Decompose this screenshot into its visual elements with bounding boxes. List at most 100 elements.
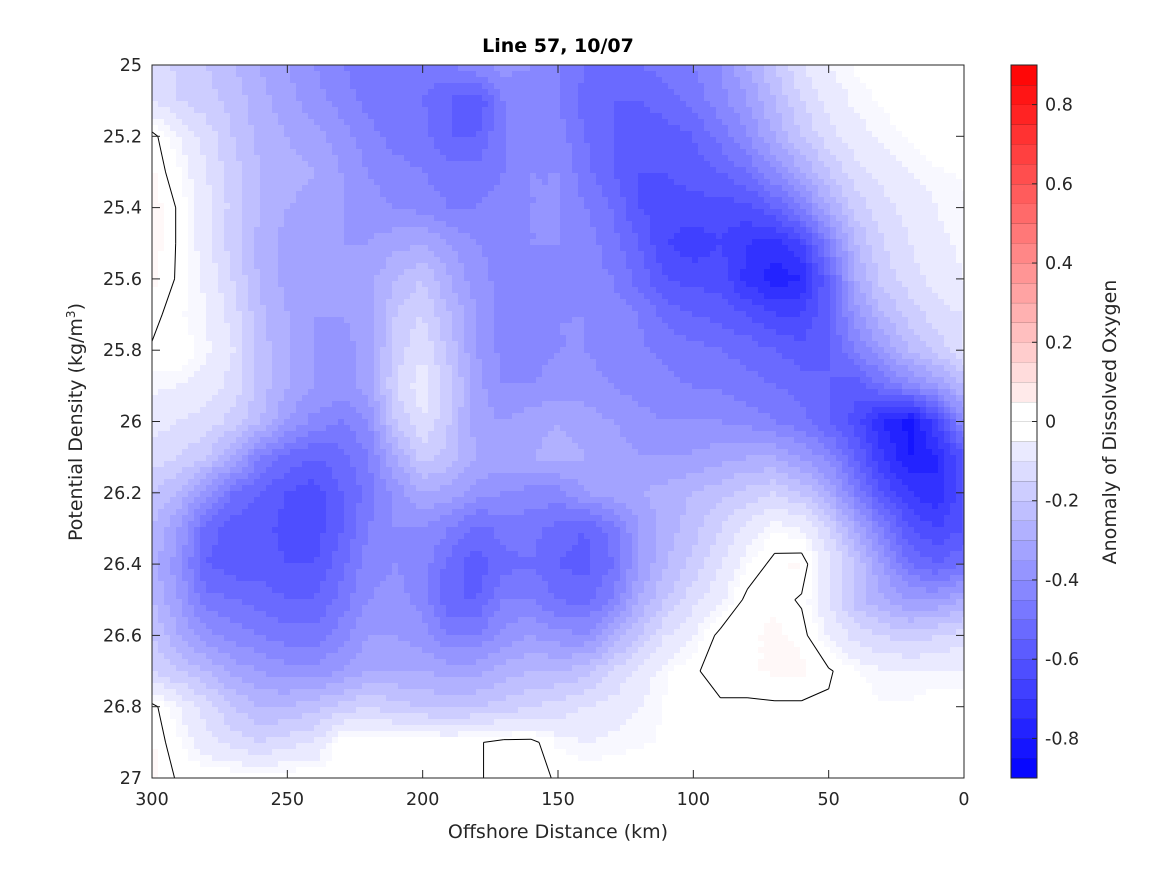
contour-cell [194,245,201,252]
contour-cell [794,119,801,126]
contour-cell [320,149,327,156]
contour-cell [896,209,903,216]
contour-cell [350,257,357,264]
contour-cell [782,77,789,84]
contour-cell [800,71,807,78]
contour-cell [500,161,507,168]
contour-cell [752,203,759,210]
contour-cell [332,149,339,156]
contour-cell [362,269,369,276]
contour-cell [368,281,375,288]
contour-cell [872,125,879,132]
contour-cell [200,173,207,180]
contour-cell [248,263,255,270]
contour-cell [320,209,327,216]
contour-cell [212,185,219,192]
contour-cell [902,119,909,126]
contour-cell [920,203,927,210]
contour-cell [878,203,885,210]
contour-cell [218,251,225,258]
contour-cell [560,71,567,78]
contour-cell [914,65,921,72]
contour-cell [872,65,879,72]
contour-cell [668,95,675,102]
contour-cell [854,221,861,228]
contour-cell [524,65,531,72]
contour-cell [410,149,417,156]
contour-cell [488,65,495,72]
contour-cell [272,95,279,102]
contour-cell [788,65,795,72]
contour-cell [836,233,843,240]
contour-cell [368,245,375,252]
contour-cell [866,257,873,264]
contour-cell [824,143,831,150]
contour-cell [830,269,837,276]
contour-cell [806,161,813,168]
contour-cell [638,83,645,90]
contour-cell [350,95,357,102]
contour-cell [242,209,249,216]
contour-cell [518,143,525,150]
contour-cell [308,113,315,120]
contour-cell [872,77,879,84]
contour-cell [404,179,411,186]
contour-cell [806,77,813,84]
contour-cell [860,161,867,168]
contour-cell [566,95,573,102]
contour-cell [524,149,531,156]
contour-cell [446,281,453,288]
contour-cell [560,197,567,204]
contour-cell [722,173,729,180]
contour-cell [686,101,693,108]
contour-cell [812,269,819,276]
contour-cell [230,131,237,138]
contour-cell [830,191,837,198]
contour-cell [686,257,693,264]
contour-cell [392,137,399,144]
contour-cell [410,263,417,270]
contour-cell [218,221,225,228]
contour-cell [728,173,735,180]
contour-cell [566,143,573,150]
contour-cell [398,119,405,126]
contour-cell [608,95,615,102]
contour-cell [506,125,513,132]
contour-cell [938,161,945,168]
contour-cell [854,179,861,186]
contour-cell [296,239,303,246]
contour-cell [158,179,165,186]
contour-cell [920,263,927,270]
contour-cell [698,149,705,156]
contour-cell [878,143,885,150]
contour-cell [350,227,357,234]
contour-cell [392,161,399,168]
contour-cell [554,89,561,96]
contour-cell [290,125,297,132]
contour-cell [716,215,723,222]
contour-cell [542,233,549,240]
contour-cell [776,95,783,102]
contour-cell [830,233,837,240]
contour-cell [338,233,345,240]
contour-cell [494,95,501,102]
contour-cell [332,209,339,216]
contour-cell [278,185,285,192]
contour-cell [650,269,657,276]
contour-cell [914,161,921,168]
contour-cell [692,191,699,198]
contour-cell [686,149,693,156]
contour-cell [440,173,447,180]
contour-cell [800,233,807,240]
contour-cell [416,203,423,210]
contour-cell [806,197,813,204]
contour-cell [410,239,417,246]
contour-cell [914,197,921,204]
contour-cell [368,251,375,258]
contour-cell [308,77,315,84]
contour-cell [764,251,771,258]
contour-cell [776,245,783,252]
contour-cell [626,191,633,198]
contour-cell [554,269,561,276]
contour-cell [656,257,663,264]
